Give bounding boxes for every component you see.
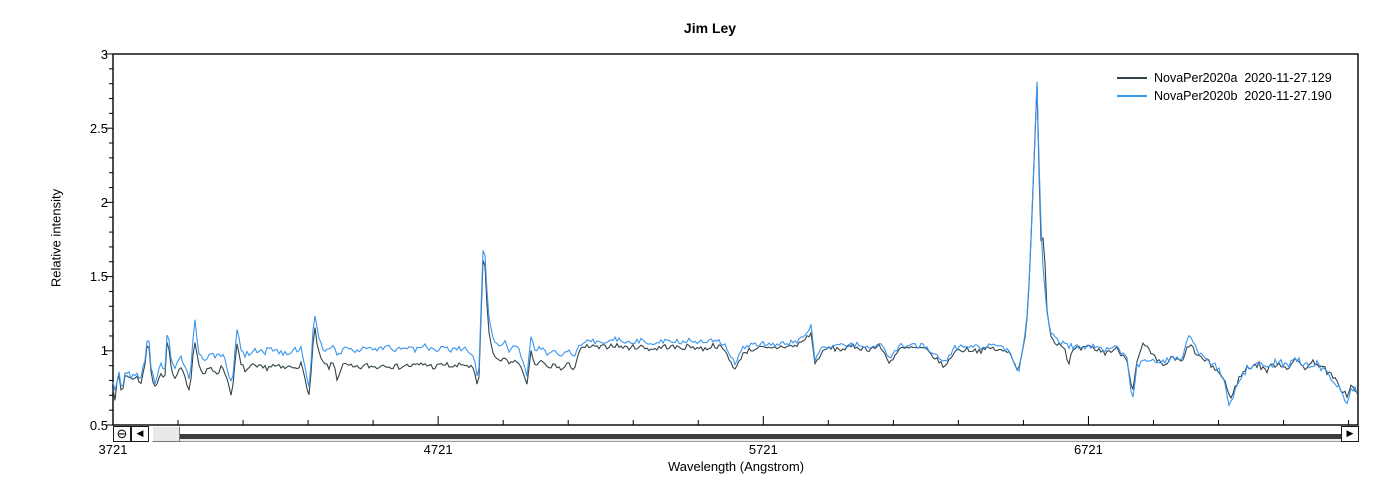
scroll-right-button[interactable]: ▶ bbox=[1341, 426, 1359, 442]
x-scrollbar[interactable]: ⊖ ◀ ▶ bbox=[113, 426, 1359, 442]
scrollbar-thumb[interactable] bbox=[152, 426, 180, 442]
legend-label: NovaPer2020a 2020-11-27.129 bbox=[1154, 71, 1332, 85]
x-tick-label: 5721 bbox=[748, 442, 778, 457]
chart-title: Jim Ley bbox=[683, 20, 737, 36]
y-axis-title: Relative intensity bbox=[48, 188, 64, 288]
legend-line-swatch bbox=[1117, 95, 1147, 97]
plot-frame bbox=[112, 53, 1359, 426]
x-tick-label: 4721 bbox=[423, 442, 453, 457]
y-tick-label: 0.5 bbox=[89, 417, 108, 433]
legend-label: NovaPer2020b 2020-11-27.190 bbox=[1154, 89, 1332, 103]
y-tick-label: 2 bbox=[100, 194, 108, 210]
spectrum-trace-NovaPer2020a bbox=[112, 84, 1358, 401]
scrollbar-track[interactable] bbox=[180, 426, 1341, 442]
legend-line-swatch bbox=[1117, 77, 1147, 79]
spectrum-trace-NovaPer2020b bbox=[112, 81, 1358, 408]
scroll-left-button[interactable]: ◀ bbox=[131, 426, 149, 442]
y-tick-label: 2.5 bbox=[89, 120, 108, 136]
legend-item: NovaPer2020b 2020-11-27.190 bbox=[1117, 87, 1332, 105]
zoom-out-button[interactable]: ⊖ bbox=[113, 426, 131, 442]
x-tick-label: 3721 bbox=[98, 442, 128, 457]
x-tick-label: 6721 bbox=[1073, 442, 1103, 457]
y-tick-label: 1 bbox=[100, 343, 108, 359]
scrollbar-gap bbox=[149, 426, 152, 442]
legend: NovaPer2020a 2020-11-27.129 NovaPer2020b … bbox=[1117, 69, 1332, 105]
legend-item: NovaPer2020a 2020-11-27.129 bbox=[1117, 69, 1332, 87]
y-tick-label: 1.5 bbox=[89, 269, 108, 285]
y-tick-label: 3 bbox=[100, 46, 108, 62]
zoom-out-icon: ⊖ bbox=[116, 426, 128, 442]
arrow-left-icon: ◀ bbox=[136, 428, 144, 439]
x-axis-title: Wavelength (Angstrom) bbox=[667, 459, 805, 474]
arrow-right-icon: ▶ bbox=[1346, 428, 1354, 439]
